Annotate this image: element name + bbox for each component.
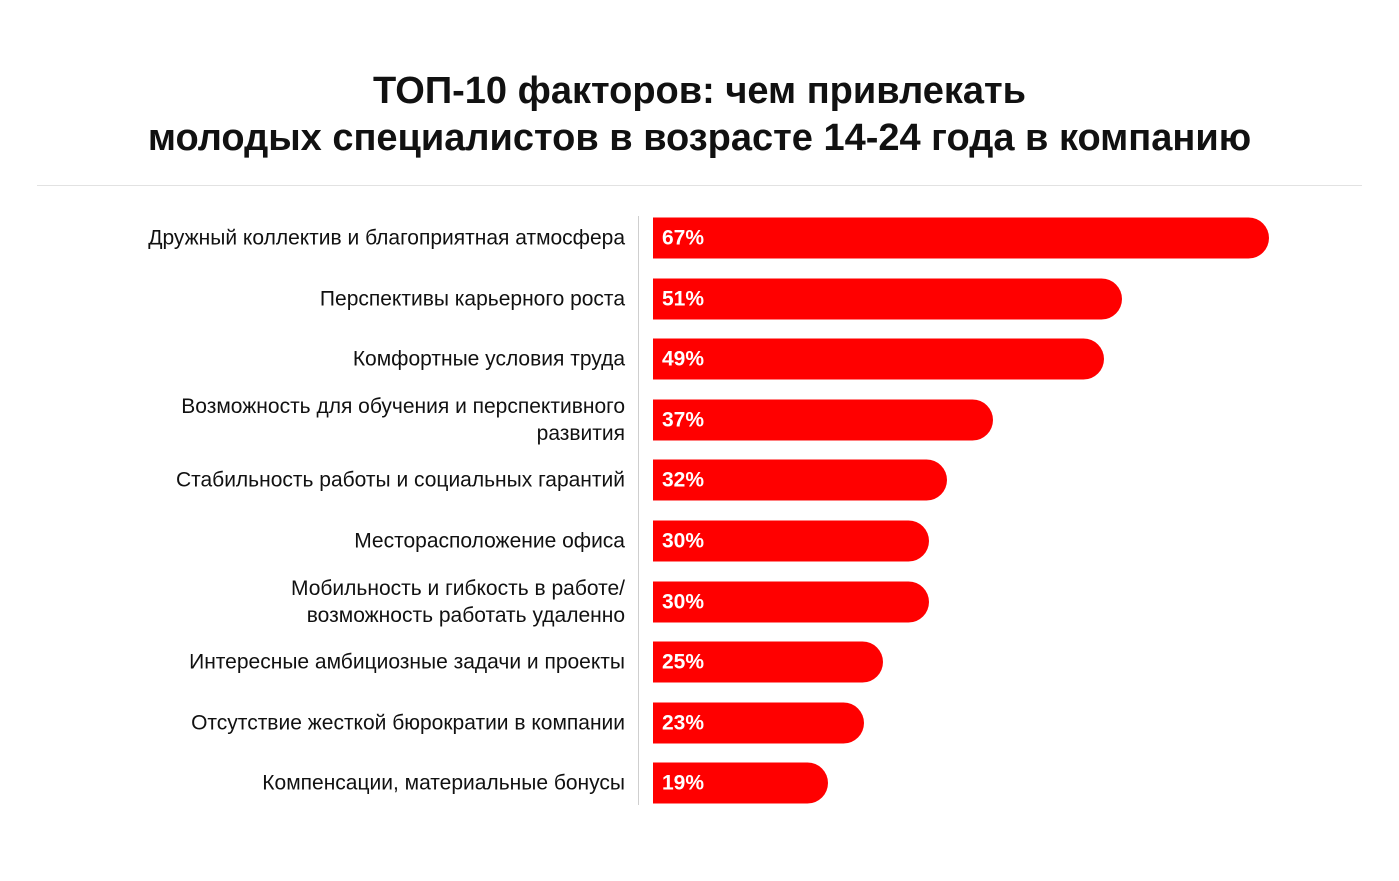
data-label: 30% [662, 529, 705, 553]
category-label: Комфортные условия труда [352, 347, 625, 371]
category-label: Перспективы карьерного роста [319, 287, 625, 311]
data-label: 67% [662, 226, 705, 250]
bar: 30% [653, 581, 929, 623]
category-label: Возможность для обучения и перспективног… [181, 394, 625, 445]
category-label: Стабильность работы и социальных гаранти… [175, 468, 625, 492]
bar: 67% [653, 217, 1269, 259]
data-label: 30% [662, 590, 705, 614]
bar: 51% [653, 278, 1122, 320]
bar: 23% [653, 702, 865, 744]
category-label: Отсутствие жесткой бюрократии в компании [191, 711, 625, 735]
category-label: Мобильность и гибкость в работе/возможно… [290, 576, 625, 627]
title-divider [37, 185, 1362, 186]
data-label: 19% [662, 771, 705, 795]
category-label: Месторасположение офиса [354, 529, 625, 553]
data-label: 23% [662, 711, 705, 735]
chart-title: ТОП-10 факторов: чем привлекать молодых … [0, 68, 1399, 162]
data-label: 49% [662, 347, 705, 371]
data-label: 25% [662, 650, 705, 674]
category-label: Интересные амбициозные задачи и проекты [189, 650, 625, 674]
bar: 19% [653, 762, 828, 804]
data-label: 32% [662, 468, 705, 492]
bar: 30% [653, 520, 929, 562]
category-label: Компенсации, материальные бонусы [262, 771, 625, 795]
bar: 37% [653, 399, 994, 441]
bar: 32% [653, 459, 948, 501]
category-label: Дружный коллектив и благоприятная атмосф… [148, 226, 625, 250]
chart-title-line-2: молодых специалистов в возрасте 14-24 го… [147, 117, 1252, 159]
chart-title-line-1: ТОП-10 факторов: чем привлекать [373, 70, 1026, 112]
bar: 25% [653, 641, 883, 683]
data-label: 37% [662, 408, 705, 432]
category-axis-line [638, 216, 639, 805]
data-label: 51% [662, 287, 705, 311]
bar: 49% [653, 338, 1104, 380]
